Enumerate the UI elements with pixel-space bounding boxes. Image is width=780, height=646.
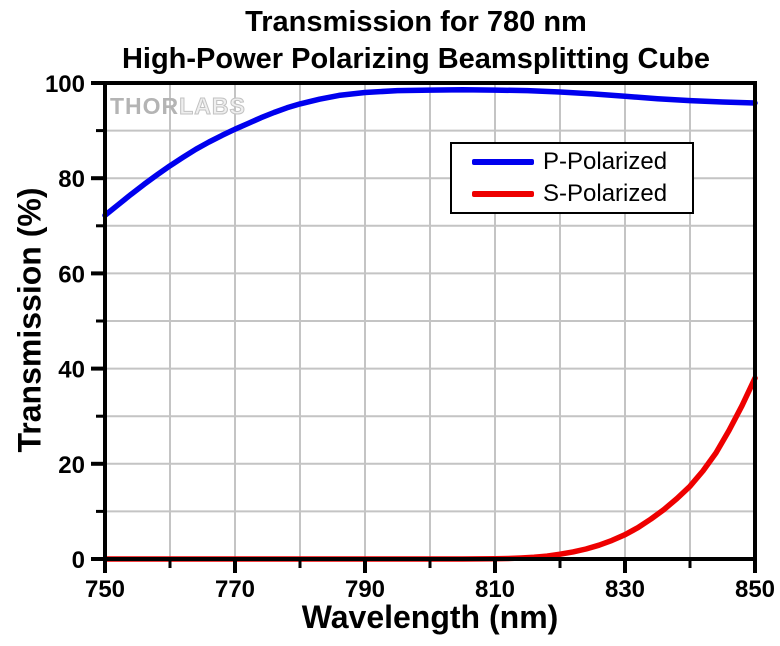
svg-text:40: 40 — [58, 357, 85, 384]
svg-text:750: 750 — [85, 576, 125, 603]
legend-item-p-polarized: P-Polarized — [472, 148, 692, 176]
svg-text:830: 830 — [605, 576, 645, 603]
chart-title-line2: High-Power Polarizing Beamsplitting Cube — [121, 43, 711, 75]
svg-text:810: 810 — [475, 576, 515, 603]
watermark-thor: THOR — [110, 93, 180, 119]
svg-text:790: 790 — [345, 576, 385, 603]
svg-text:850: 850 — [735, 576, 775, 603]
thorlabs-watermark: THORLABS — [110, 93, 246, 120]
svg-text:770: 770 — [215, 576, 255, 603]
p-polarized-curve — [102, 86, 758, 219]
legend-item-s-polarized: S-Polarized — [472, 180, 692, 208]
watermark-labs: LABS — [179, 93, 246, 120]
legend: P-Polarized S-Polarized — [450, 142, 694, 214]
p-polarized-line-sample — [472, 159, 534, 165]
chart-title-line1: Transmission for 780 nm — [245, 6, 587, 38]
svg-text:60: 60 — [58, 261, 85, 288]
svg-text:100: 100 — [45, 71, 85, 98]
x-axis-title: Wavelength (nm) — [301, 599, 559, 635]
svg-text:0: 0 — [72, 547, 85, 574]
svg-text:80: 80 — [58, 166, 85, 193]
legend-label-s-polarized: S-Polarized — [543, 180, 668, 207]
plot-frame — [103, 81, 757, 561]
y-tick-labels: 0 20 40 60 80 100 — [45, 71, 85, 574]
axis-ticks — [91, 81, 757, 573]
x-tick-labels: 750 770 790 810 830 850 — [85, 576, 775, 603]
chart-title: Transmission for 780 nm High-Power Polar… — [51, 4, 780, 78]
legend-label-p-polarized: P-Polarized — [543, 148, 668, 175]
svg-text:20: 20 — [58, 452, 85, 479]
y-axis-title: Transmission (%) — [11, 187, 48, 453]
s-polarized-line-sample — [472, 191, 534, 197]
